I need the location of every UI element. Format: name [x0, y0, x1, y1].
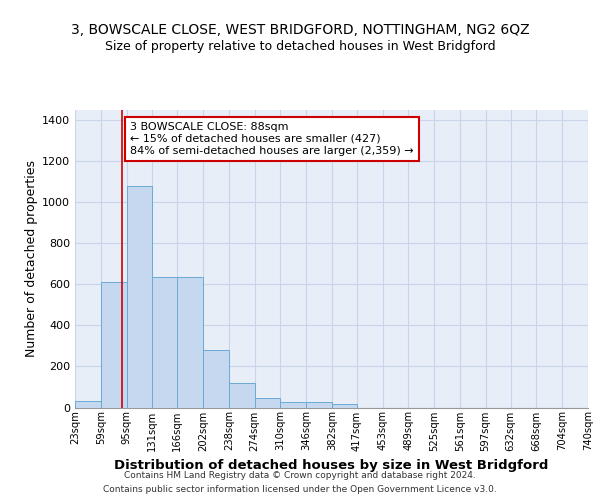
Text: Contains HM Land Registry data © Crown copyright and database right 2024.: Contains HM Land Registry data © Crown c… — [124, 472, 476, 480]
Bar — [280, 402, 306, 407]
Bar — [306, 402, 332, 407]
Bar — [101, 282, 127, 408]
Bar — [229, 383, 254, 407]
Y-axis label: Number of detached properties: Number of detached properties — [25, 160, 38, 357]
Text: 3 BOWSCALE CLOSE: 88sqm
← 15% of detached houses are smaller (427)
84% of semi-d: 3 BOWSCALE CLOSE: 88sqm ← 15% of detache… — [130, 122, 414, 156]
Text: 3, BOWSCALE CLOSE, WEST BRIDGFORD, NOTTINGHAM, NG2 6QZ: 3, BOWSCALE CLOSE, WEST BRIDGFORD, NOTTI… — [71, 22, 529, 36]
Bar — [203, 350, 229, 408]
X-axis label: Distribution of detached houses by size in West Bridgford: Distribution of detached houses by size … — [115, 459, 548, 472]
Text: Size of property relative to detached houses in West Bridgford: Size of property relative to detached ho… — [104, 40, 496, 53]
Text: Contains public sector information licensed under the Open Government Licence v3: Contains public sector information licen… — [103, 484, 497, 494]
Bar — [254, 398, 280, 407]
Bar — [332, 404, 357, 407]
Bar — [152, 277, 178, 407]
Bar — [75, 402, 101, 407]
Bar — [127, 186, 152, 408]
Bar — [178, 277, 203, 407]
